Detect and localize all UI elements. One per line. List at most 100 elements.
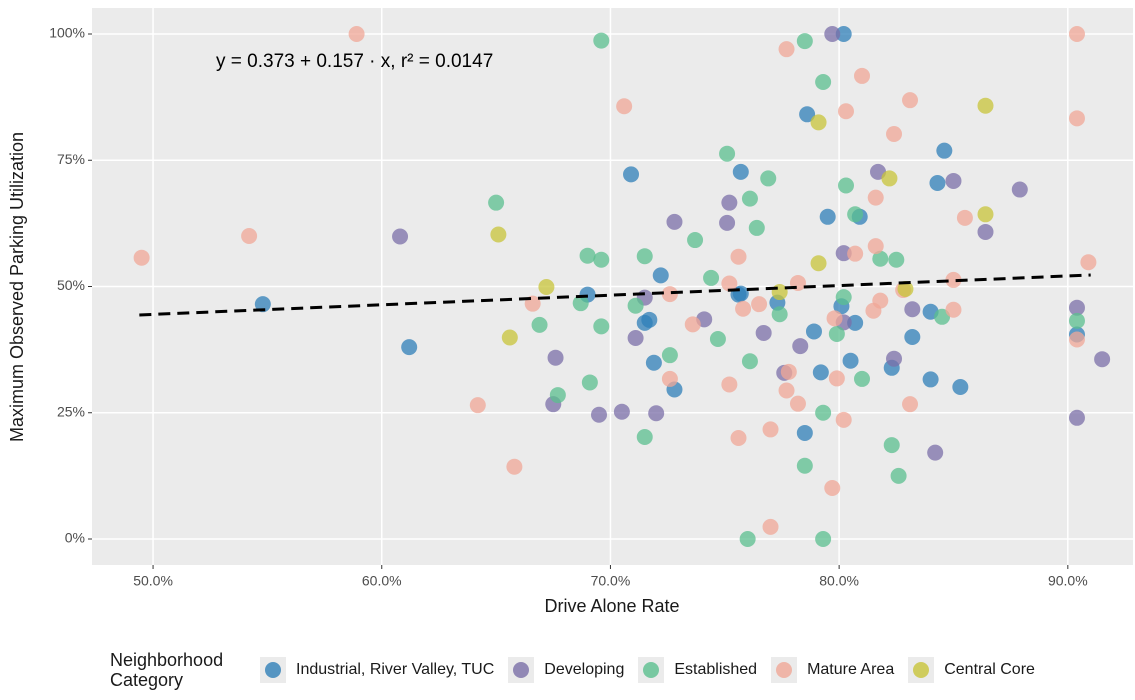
point [616, 98, 633, 115]
point [732, 163, 749, 180]
point [684, 316, 701, 333]
y-tick-label: 0% [65, 530, 85, 546]
point [977, 97, 994, 114]
point [581, 374, 598, 391]
legend-key [508, 657, 535, 683]
point [661, 370, 678, 387]
legend-key [260, 657, 286, 683]
y-tick-label: 25% [57, 403, 85, 419]
legend-label: Developing [544, 661, 625, 678]
point [867, 189, 884, 206]
point [1068, 312, 1085, 329]
point [815, 530, 832, 547]
point [636, 428, 653, 445]
point [922, 371, 939, 388]
point [254, 296, 271, 313]
point [627, 330, 644, 347]
point [593, 318, 610, 335]
point [721, 194, 738, 211]
x-tick-label: 60.0% [362, 573, 402, 589]
point [1080, 254, 1097, 271]
legend-item: Mature Area [771, 657, 894, 683]
legend-label: Central Core [944, 661, 1035, 678]
legend-item: Developing [508, 657, 624, 683]
x-tick-label: 90.0% [1048, 573, 1088, 589]
point [133, 249, 150, 266]
legend-marker [913, 662, 930, 678]
point [572, 295, 589, 312]
point [854, 67, 871, 84]
point [837, 177, 854, 194]
point [824, 26, 841, 43]
point [735, 300, 752, 317]
y-axis-title: Maximum Observed Parking Utilization [7, 132, 27, 442]
point [1011, 181, 1028, 198]
point [741, 353, 758, 370]
point [819, 208, 836, 225]
point [890, 467, 907, 484]
point [687, 232, 704, 249]
point [538, 279, 555, 296]
point [771, 306, 788, 323]
point [709, 331, 726, 348]
point [593, 251, 610, 268]
point [591, 406, 608, 423]
legend: Neighborhood Category Industrial, River … [110, 650, 1049, 690]
point [837, 103, 854, 120]
point [778, 382, 795, 399]
point [828, 325, 845, 342]
point [348, 26, 365, 43]
point [661, 286, 678, 303]
point [854, 370, 871, 387]
point [789, 395, 806, 412]
legend-item: Established [638, 657, 757, 683]
point [652, 267, 669, 284]
legend-item: Central Core [908, 657, 1035, 683]
point [1068, 110, 1085, 127]
legend-label: Established [674, 661, 758, 678]
point [824, 479, 841, 496]
annotation: y = 0.373 + 0.157 · x, r² = 0.0147 [216, 51, 493, 72]
legend-marker [643, 662, 660, 678]
chart: y = 0.373 + 0.157 · x, r² = 0.0147 Drive… [7, 8, 1133, 616]
x-tick-label: 80.0% [819, 573, 859, 589]
point [703, 269, 720, 286]
point [902, 396, 919, 413]
point [751, 296, 768, 313]
point [730, 248, 747, 265]
point [927, 444, 944, 461]
point [739, 530, 756, 547]
point [780, 363, 797, 380]
x-tick-label: 70.0% [591, 573, 631, 589]
point [847, 245, 864, 262]
legend-key [638, 657, 665, 683]
legend-key [908, 657, 935, 683]
point [977, 223, 994, 240]
point [796, 33, 813, 50]
x-axis-title: Drive Alone Rate [544, 596, 679, 616]
point [936, 142, 953, 159]
point [897, 281, 914, 298]
point [796, 457, 813, 474]
point [872, 250, 889, 267]
trend-line [139, 273, 1091, 317]
point [945, 172, 962, 189]
point [760, 170, 777, 187]
point [835, 245, 852, 262]
point [778, 41, 795, 58]
point [810, 255, 827, 272]
point [815, 404, 832, 421]
point [977, 206, 994, 223]
point [904, 301, 921, 318]
point [730, 429, 747, 446]
point [549, 387, 566, 404]
point [1068, 409, 1085, 426]
point [641, 311, 658, 328]
point [812, 364, 829, 381]
point [721, 376, 738, 393]
point [593, 32, 610, 49]
point [613, 403, 630, 420]
point [762, 518, 779, 535]
point [392, 228, 409, 245]
point [886, 350, 903, 367]
